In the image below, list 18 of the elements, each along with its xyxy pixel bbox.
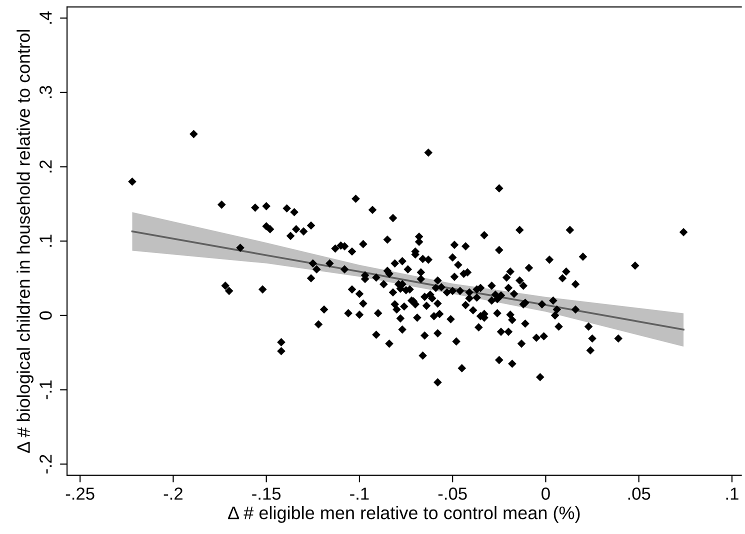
x-tick-label: .05 xyxy=(628,488,650,500)
line-series xyxy=(131,230,684,330)
y-axis-title: Δ # biological children in household relative to control xyxy=(16,30,34,453)
y-tick-label: .4 xyxy=(40,11,52,24)
y-tick-label: .2 xyxy=(40,160,52,172)
x-tick-label: -.15 xyxy=(252,488,281,500)
x-tick-label: -.1 xyxy=(350,488,369,500)
y-tick-label: -.2 xyxy=(40,454,52,474)
y-tick-label: .3 xyxy=(40,86,52,98)
x-axis-title: Δ # eligible men relative to control mean (%) xyxy=(228,506,580,523)
y-tick-label: 0 xyxy=(40,311,52,320)
y-tick-label: -.1 xyxy=(40,380,52,400)
x-tick-label: .1 xyxy=(726,488,738,500)
x-tick-label: -.25 xyxy=(66,488,94,500)
x-tick-label: -.05 xyxy=(438,488,467,500)
x-tick-label: -.2 xyxy=(164,488,182,500)
x-tick-label: 0 xyxy=(542,488,550,500)
y-tick-label: .1 xyxy=(40,234,52,247)
